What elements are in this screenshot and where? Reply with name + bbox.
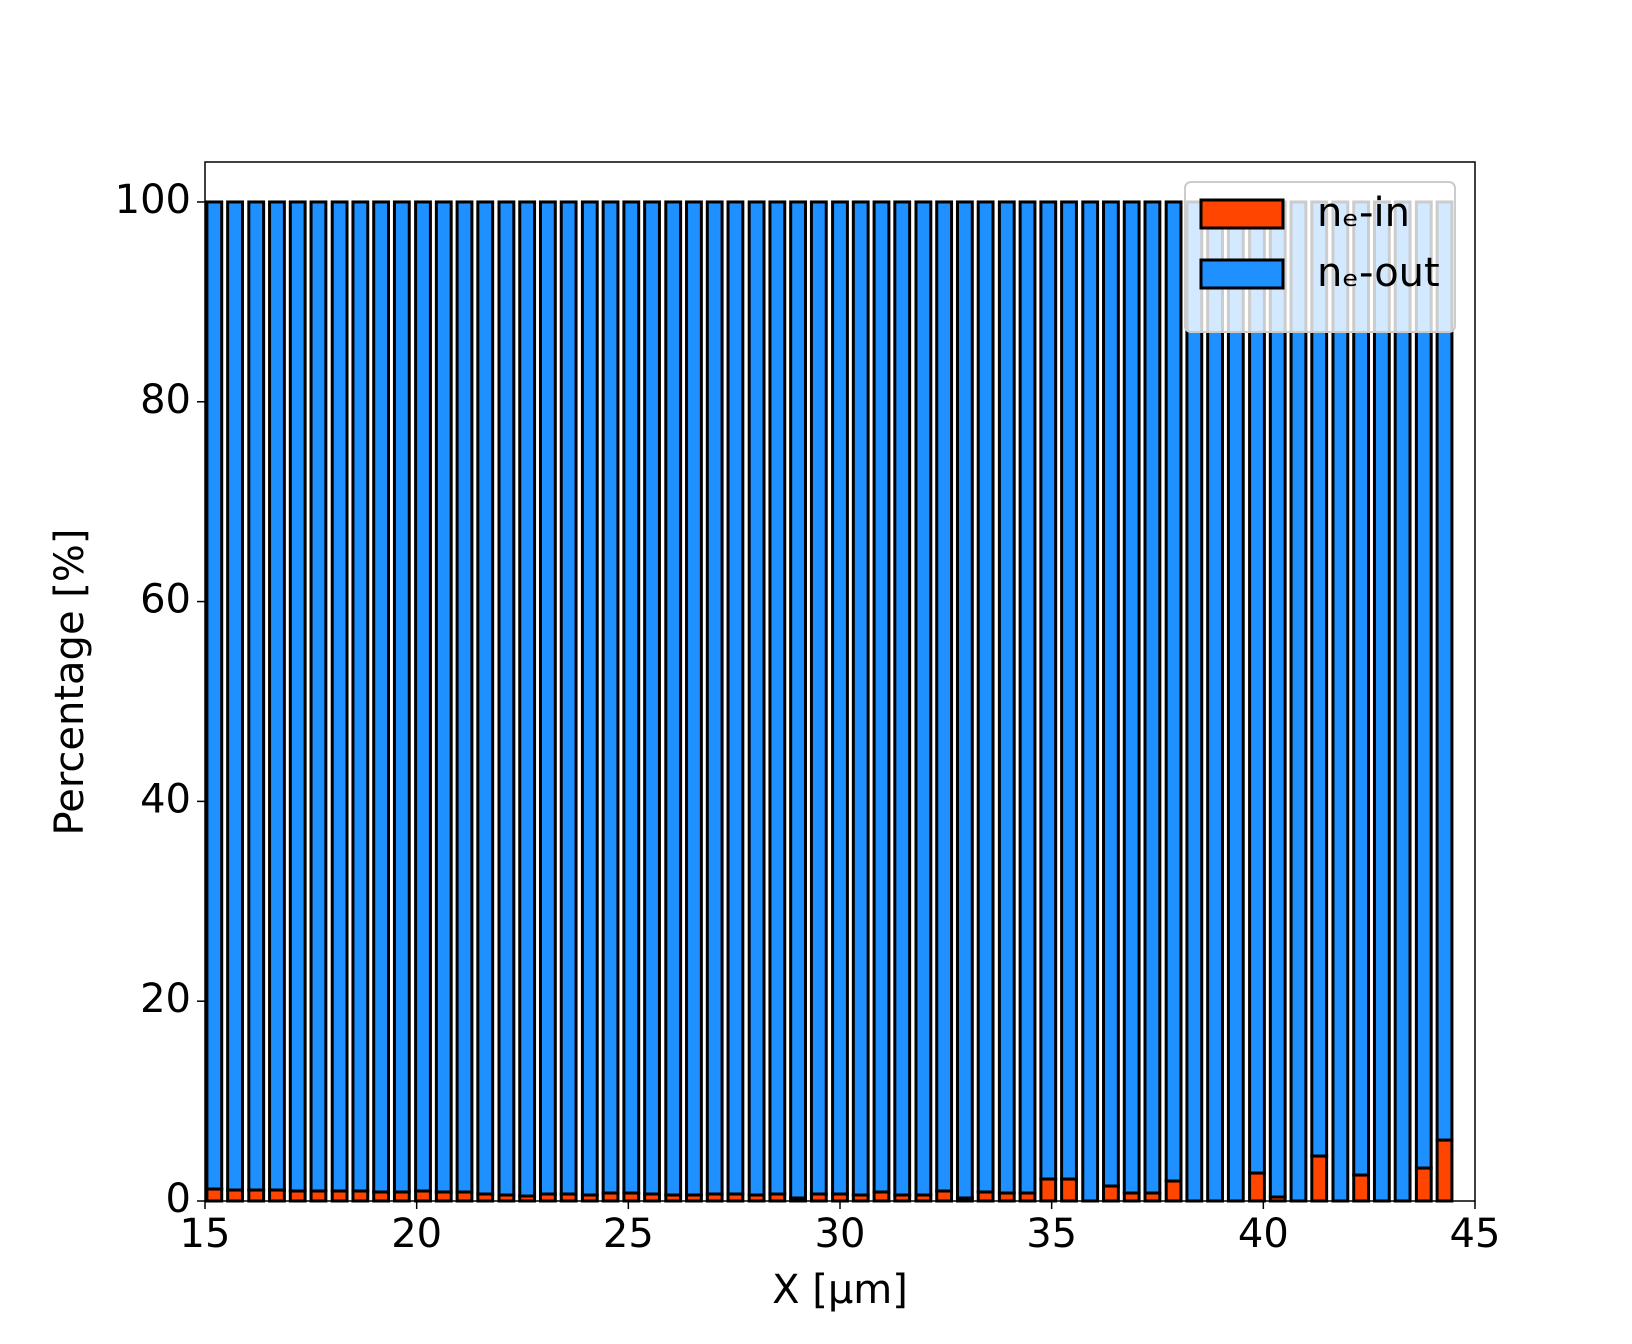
y-tick-label: 40 bbox=[140, 776, 191, 822]
bar-segment bbox=[497, 200, 516, 1197]
bar-segment bbox=[226, 1188, 244, 1203]
bar-segment bbox=[1060, 200, 1078, 1181]
bar-segment bbox=[831, 200, 849, 1196]
bar-segment bbox=[747, 200, 766, 1197]
y-tick-label: 0 bbox=[166, 1176, 191, 1222]
bar-segment bbox=[518, 200, 537, 1198]
y-tick-label: 80 bbox=[140, 377, 191, 423]
bar-segment bbox=[1372, 200, 1391, 1203]
bar-segment bbox=[1102, 200, 1120, 1188]
bar-segment bbox=[205, 200, 224, 1191]
bar-segment bbox=[1352, 200, 1371, 1177]
bar-segment bbox=[392, 200, 411, 1194]
x-tick-label: 25 bbox=[603, 1211, 654, 1257]
bar-segment bbox=[476, 200, 495, 1196]
bar-segment bbox=[268, 1188, 286, 1203]
x-tick-label: 20 bbox=[391, 1211, 442, 1257]
bar-segment bbox=[1039, 1177, 1058, 1203]
y-tick-label: 20 bbox=[140, 976, 191, 1022]
legend-swatch bbox=[1199, 258, 1285, 290]
bar-segment bbox=[309, 200, 328, 1193]
bar-segment bbox=[351, 200, 370, 1193]
bar-segment bbox=[726, 200, 745, 1196]
bar-segment bbox=[1185, 200, 1204, 1203]
bar-segment bbox=[872, 200, 891, 1194]
x-tick-label: 35 bbox=[1026, 1211, 1077, 1257]
bar-segment bbox=[1164, 200, 1183, 1183]
bar-segment bbox=[559, 200, 578, 1196]
bar-segment bbox=[622, 200, 641, 1195]
bar-segment bbox=[247, 1188, 266, 1203]
bar-segment bbox=[330, 200, 349, 1193]
bar-segment bbox=[434, 200, 453, 1194]
bar-segment bbox=[1331, 200, 1350, 1203]
bar-segment bbox=[1122, 200, 1141, 1195]
bar-segment bbox=[789, 200, 807, 1200]
bar-segment bbox=[705, 200, 724, 1196]
y-tick-label: 100 bbox=[115, 177, 191, 223]
bar-segment bbox=[1289, 200, 1308, 1203]
bar-segment bbox=[1081, 200, 1100, 1203]
bar-segment bbox=[685, 200, 703, 1197]
bar-segment bbox=[1039, 200, 1058, 1181]
bar-segment bbox=[1248, 1171, 1266, 1203]
y-axis-label: Percentage [%] bbox=[47, 529, 93, 836]
bar-segment bbox=[997, 200, 1016, 1195]
bar-segment bbox=[914, 200, 933, 1197]
legend-swatch bbox=[1199, 198, 1285, 230]
bar-segment bbox=[268, 200, 286, 1192]
bar-segment bbox=[935, 200, 954, 1193]
x-tick-label: 45 bbox=[1450, 1211, 1501, 1257]
bar-segment bbox=[372, 200, 391, 1194]
y-tick-label: 60 bbox=[140, 577, 191, 623]
x-tick-label: 40 bbox=[1238, 1211, 1289, 1257]
bar-segment bbox=[1164, 1179, 1183, 1203]
legend-label: nₑ-out bbox=[1317, 250, 1440, 296]
bar-segment bbox=[1310, 1154, 1329, 1203]
bar-segment bbox=[664, 200, 683, 1197]
bar-segment bbox=[1143, 200, 1162, 1195]
bar-segment bbox=[601, 200, 620, 1195]
bar-segment bbox=[976, 200, 995, 1194]
bar-segment bbox=[1393, 200, 1412, 1203]
bar-segment bbox=[205, 1187, 224, 1203]
x-tick-label: 30 bbox=[815, 1211, 866, 1257]
bar-segment bbox=[1226, 200, 1245, 1203]
bar-segment bbox=[1206, 200, 1224, 1203]
bar-segment bbox=[809, 200, 828, 1196]
bar-segment bbox=[1310, 200, 1329, 1158]
x-axis-label: X [μm] bbox=[772, 1267, 908, 1313]
legend-label: nₑ-in bbox=[1317, 190, 1410, 236]
bar-segment bbox=[768, 200, 787, 1196]
bar-segment bbox=[1352, 1173, 1371, 1203]
bar-segment bbox=[1414, 1166, 1433, 1203]
bar-segment bbox=[1060, 1177, 1078, 1203]
bar-segment bbox=[1268, 200, 1287, 1199]
bar-segment bbox=[851, 200, 870, 1197]
bar-segment bbox=[455, 200, 474, 1194]
bar-segment bbox=[1018, 200, 1037, 1195]
bar-segment bbox=[643, 200, 661, 1196]
bar-segment bbox=[414, 200, 432, 1193]
bar-segment bbox=[580, 200, 599, 1197]
bar-segment bbox=[955, 200, 974, 1200]
bar-segment bbox=[247, 200, 266, 1192]
bar-segment bbox=[1248, 200, 1266, 1175]
bar-segment bbox=[288, 200, 307, 1193]
bar-segment bbox=[226, 200, 244, 1192]
bar-segment bbox=[1435, 200, 1454, 1142]
bar-segment bbox=[1435, 1138, 1454, 1203]
bar-segment bbox=[893, 200, 912, 1197]
bar-segment bbox=[1414, 200, 1433, 1170]
x-tick-label: 15 bbox=[180, 1211, 231, 1257]
bar-segment bbox=[538, 200, 557, 1196]
bar-segment bbox=[1102, 1184, 1120, 1203]
